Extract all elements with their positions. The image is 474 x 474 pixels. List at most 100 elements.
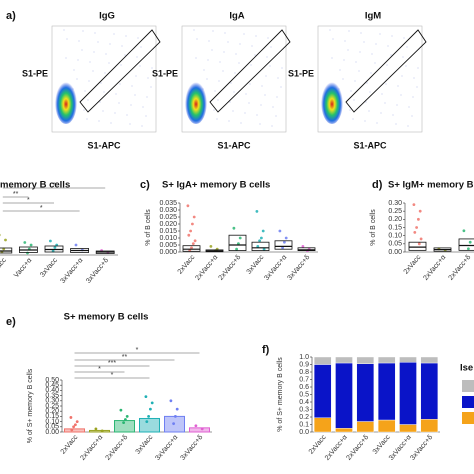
- data-point: [238, 236, 242, 240]
- event-dot: [379, 33, 381, 35]
- y-tick-label: 0.15: [388, 224, 402, 231]
- box: [297, 247, 316, 252]
- event-dot: [387, 45, 389, 47]
- event-dot: [235, 53, 237, 55]
- panel-label: f): [262, 344, 270, 356]
- data-point: [258, 239, 261, 243]
- y-tick-label: 0.8: [299, 369, 309, 376]
- data-point: [232, 226, 236, 230]
- event-dot: [248, 102, 250, 104]
- event-dot: [349, 109, 351, 111]
- data-point: [256, 245, 260, 248]
- box: [458, 238, 474, 251]
- bar-segment: [420, 356, 439, 364]
- event-dot: [114, 112, 116, 114]
- event-dot: [99, 101, 101, 103]
- y-tick-label: 0.40: [45, 387, 59, 394]
- data-point: [144, 395, 148, 399]
- event-dot: [385, 83, 387, 85]
- event-dot: [208, 40, 210, 42]
- event-dot: [98, 120, 100, 122]
- y-tick-label: 0.15: [45, 413, 59, 420]
- event-dot: [403, 37, 405, 39]
- population-blob: [321, 80, 343, 124]
- event-dot: [87, 99, 89, 101]
- event-dot: [275, 115, 277, 117]
- bar-segment: [399, 362, 417, 425]
- box: [408, 241, 427, 251]
- legend-title: Ise: [460, 363, 473, 374]
- x-tick-label: 2xVacc+α: [422, 254, 447, 282]
- data-point: [189, 229, 193, 233]
- x-axis-label: S1-APC: [217, 140, 251, 150]
- y-tick-label: 0.05: [388, 241, 402, 248]
- event-dot: [212, 30, 214, 32]
- box: [251, 241, 270, 251]
- event-dot: [135, 75, 137, 77]
- y-tick-label: 0.20: [45, 408, 59, 415]
- data-point: [413, 231, 417, 234]
- event-dot: [243, 33, 245, 35]
- bar-segment: [377, 362, 396, 421]
- chart-title: S+ memory B cells: [64, 312, 149, 323]
- population-blob: [185, 80, 207, 124]
- x-tick-label: 3xVacc+α: [154, 434, 179, 462]
- event-dot: [110, 122, 112, 124]
- data-point: [281, 246, 284, 250]
- event-dot: [77, 59, 79, 61]
- event-dot: [261, 85, 263, 87]
- data-point: [100, 429, 104, 433]
- event-dot: [376, 122, 378, 124]
- event-dot: [97, 41, 99, 43]
- event-dot: [109, 43, 111, 45]
- data-point: [417, 242, 421, 246]
- event-dot: [129, 123, 131, 125]
- event-dot: [207, 59, 209, 61]
- data-point: [415, 226, 418, 229]
- y-tick-label: 0.015: [159, 228, 177, 235]
- event-dot: [395, 123, 397, 125]
- plot-frame: [317, 25, 423, 133]
- panel-label: d): [372, 179, 383, 191]
- x-tick-label: 2xVacc+α: [194, 254, 219, 282]
- event-dot: [358, 70, 360, 72]
- data-point: [119, 408, 123, 412]
- event-dot: [271, 125, 273, 127]
- event-dot: [131, 85, 133, 87]
- data-point: [262, 247, 266, 251]
- event-dot: [402, 56, 404, 58]
- data-point: [235, 247, 239, 251]
- event-dot: [218, 80, 220, 82]
- y-tick-label: 0.1: [299, 421, 309, 428]
- x-tick-label: 2xVacc: [177, 254, 197, 276]
- x-tick-label: 3xVacc+δ: [180, 434, 205, 462]
- event-dot: [374, 62, 376, 64]
- event-dot: [65, 57, 67, 59]
- y-tick-label: 0.25: [388, 208, 402, 215]
- data-point: [283, 240, 286, 244]
- significance-label: *: [40, 205, 43, 212]
- bar-segment: [399, 356, 417, 363]
- event-dot: [249, 83, 251, 85]
- event-dot: [227, 41, 229, 43]
- data-point: [74, 423, 77, 427]
- y-tick-label: 0.05: [45, 424, 59, 431]
- data-point: [0, 233, 1, 237]
- event-dot: [125, 35, 127, 37]
- legend-swatch: [462, 412, 474, 424]
- event-dot: [151, 67, 153, 69]
- event-dot: [73, 69, 75, 71]
- y-tick-label: 0.2: [299, 414, 309, 421]
- data-point: [194, 424, 198, 428]
- event-dot: [108, 62, 110, 64]
- y-tick-label: 0.005: [159, 242, 177, 249]
- data-point: [23, 241, 27, 244]
- event-dot: [216, 118, 218, 120]
- event-dot: [255, 35, 257, 37]
- event-dot: [140, 46, 142, 48]
- event-dot: [233, 91, 235, 93]
- significance-label: ***: [108, 360, 116, 367]
- y-tick-label: 0.10: [388, 233, 402, 240]
- x-tick-label: 2xVacc: [60, 434, 80, 456]
